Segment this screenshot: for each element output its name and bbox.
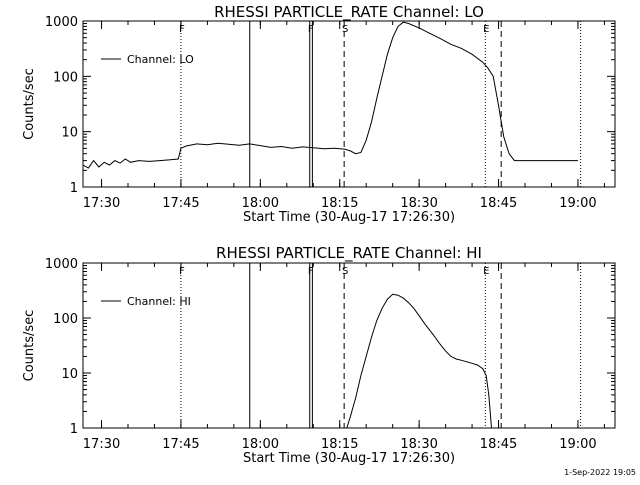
y-axis-label: Counts/sec [22,310,37,382]
plot-frame [82,262,616,429]
event-marker-label: F [179,266,185,277]
event-marker-label: E [483,24,489,35]
chart-hi: RHESSI PARTICLE_RATE Channel: HI 1 10 100 10… [22,244,616,466]
x-tick-label: 17:30 [83,437,120,452]
x-tick-label: 18:15 [321,196,358,211]
x-tick-label: 17:30 [83,196,120,211]
x-tick-label: 18:15 [321,437,358,452]
y-tick-label: 1 [70,181,78,196]
y-tick-label: 1000 [45,15,78,30]
chart-title: RHESSI PARTICLE_RATE Channel: LO [214,3,484,22]
legend-label: Channel: HI [127,295,191,308]
event-marker-label: S [342,24,348,35]
series-line [82,21,578,169]
x-tick-label: 17:45 [162,196,199,211]
x-tick-label: 18:30 [400,196,437,211]
plot-frame [82,20,616,188]
y-tick-label: 1 [70,422,78,437]
y-tick-label: 10 [61,367,78,382]
chart-lo: RHESSI PARTICLE_RATE Channel: LO 1 10 100 10… [22,3,616,225]
x-tick-label: 19:00 [559,196,596,211]
event-marker-label: E [483,266,489,277]
series-line [346,293,492,429]
x-tick-label: 17:45 [162,437,199,452]
y-tick-label: 1000 [45,257,78,272]
x-axis-label: Start Time (30-Aug-17 17:26:30) [243,210,455,225]
event-marker-label: S [342,266,348,277]
y-axis-label: Counts/sec [22,68,37,140]
x-tick-label: 19:00 [559,437,596,452]
timestamp-footer: 1-Sep-2022 19:05 [564,468,636,477]
x-tick-label: 18:30 [400,437,437,452]
chart-title: RHESSI PARTICLE_RATE Channel: HI [216,244,482,263]
y-tick-label: 100 [53,312,78,327]
event-marker-label: F [308,24,314,35]
x-tick-label: 18:00 [242,196,279,211]
x-tick-label: 18:45 [480,196,517,211]
event-marker-label: F [179,24,185,35]
x-tick-label: 18:00 [242,437,279,452]
y-tick-label: 100 [53,70,78,85]
x-axis-label: Start Time (30-Aug-17 17:26:30) [243,451,455,466]
y-tick-label: 10 [61,126,78,141]
event-marker-label: F [308,266,314,277]
x-tick-label: 18:45 [480,437,517,452]
legend-label: Channel: LO [127,53,194,66]
